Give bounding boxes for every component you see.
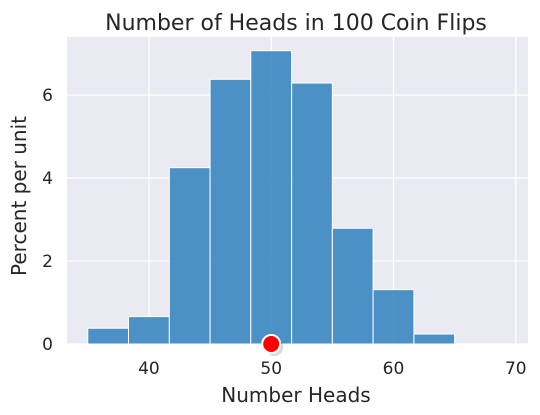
y-tick-label: 2	[42, 252, 53, 272]
y-tick-label: 6	[42, 86, 53, 106]
x-tick-label: 70	[505, 359, 527, 379]
tick-labels: 40 50 60 70 0 2 4 6	[42, 86, 526, 379]
y-tick-label: 4	[42, 169, 53, 189]
histogram-bar	[250, 50, 293, 345]
x-tick-label: 50	[260, 359, 282, 379]
histogram-bar	[128, 316, 170, 345]
x-axis-label: Number Heads	[221, 383, 370, 407]
histogram-bar	[331, 227, 374, 345]
histogram-bar	[168, 167, 211, 345]
marker-layer	[261, 334, 284, 356]
y-axis-label: Percent per unit	[7, 116, 31, 276]
y-tick-label: 0	[42, 335, 53, 355]
chart-title: Number of Heads in 100 Coin Flips	[105, 11, 487, 36]
histogram-bar	[209, 78, 252, 345]
histogram-bar	[413, 333, 456, 345]
histogram-bar	[372, 289, 415, 345]
histogram-bar	[87, 327, 130, 345]
marker-point	[261, 334, 282, 354]
x-tick-label: 40	[138, 359, 160, 379]
histogram-bars	[87, 50, 456, 345]
x-tick-label: 60	[383, 359, 405, 379]
histogram-bar	[291, 82, 333, 345]
